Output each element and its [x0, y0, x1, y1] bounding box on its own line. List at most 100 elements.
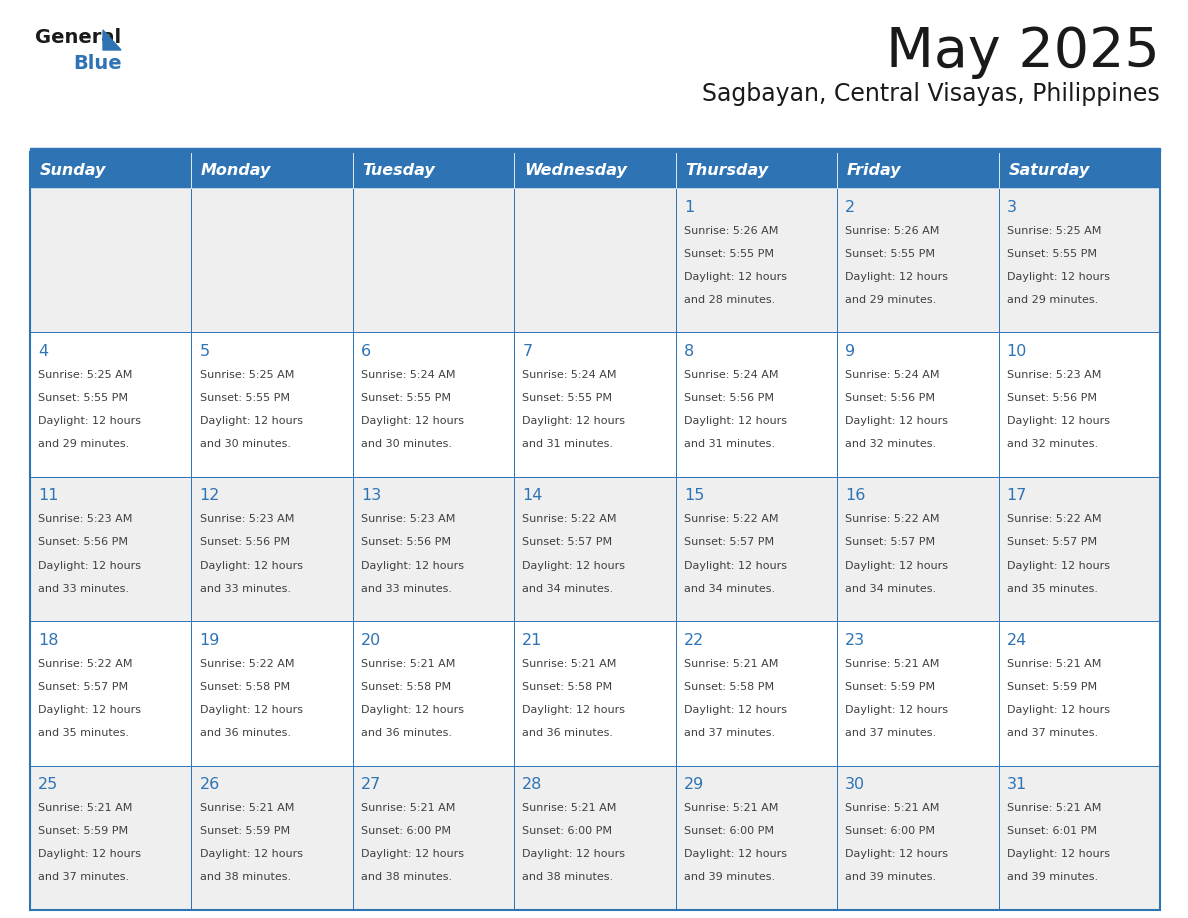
Text: Sunset: 5:55 PM: Sunset: 5:55 PM — [361, 393, 451, 403]
Text: and 39 minutes.: and 39 minutes. — [684, 872, 775, 882]
Text: Sunrise: 5:21 AM: Sunrise: 5:21 AM — [684, 659, 778, 668]
Text: Thursday: Thursday — [685, 162, 769, 177]
Bar — [30, 188, 191, 332]
Text: and 37 minutes.: and 37 minutes. — [38, 872, 129, 882]
Text: Sunrise: 5:21 AM: Sunrise: 5:21 AM — [1006, 659, 1101, 668]
Text: Daylight: 12 hours: Daylight: 12 hours — [1006, 561, 1110, 571]
Bar — [191, 332, 353, 476]
Text: Sunrise: 5:23 AM: Sunrise: 5:23 AM — [1006, 370, 1101, 380]
Text: and 38 minutes.: and 38 minutes. — [523, 872, 613, 882]
Text: and 34 minutes.: and 34 minutes. — [523, 584, 613, 594]
Text: May 2025: May 2025 — [886, 25, 1159, 79]
Text: and 36 minutes.: and 36 minutes. — [523, 728, 613, 738]
Text: Sunrise: 5:25 AM: Sunrise: 5:25 AM — [38, 370, 132, 380]
Text: Daylight: 12 hours: Daylight: 12 hours — [200, 561, 303, 571]
Text: Sunset: 5:56 PM: Sunset: 5:56 PM — [361, 537, 451, 547]
Text: and 37 minutes.: and 37 minutes. — [1006, 728, 1098, 738]
Text: Daylight: 12 hours: Daylight: 12 hours — [684, 416, 786, 426]
Text: Blue: Blue — [72, 54, 121, 73]
Bar — [838, 332, 999, 476]
Text: Sunrise: 5:21 AM: Sunrise: 5:21 AM — [361, 803, 455, 813]
Text: and 35 minutes.: and 35 minutes. — [1006, 584, 1098, 594]
Text: Daylight: 12 hours: Daylight: 12 hours — [38, 849, 141, 859]
Text: Friday: Friday — [847, 162, 902, 177]
Text: Sunset: 5:59 PM: Sunset: 5:59 PM — [845, 682, 935, 692]
Bar — [353, 476, 514, 621]
Bar — [514, 332, 676, 476]
Text: Sunset: 5:58 PM: Sunset: 5:58 PM — [523, 682, 613, 692]
Text: Daylight: 12 hours: Daylight: 12 hours — [684, 705, 786, 715]
Text: Sunset: 5:55 PM: Sunset: 5:55 PM — [845, 249, 935, 259]
Text: Sunset: 5:57 PM: Sunset: 5:57 PM — [523, 537, 613, 547]
Bar — [838, 766, 999, 910]
Text: Daylight: 12 hours: Daylight: 12 hours — [361, 416, 465, 426]
Text: and 32 minutes.: and 32 minutes. — [1006, 439, 1098, 449]
Text: Sunset: 6:01 PM: Sunset: 6:01 PM — [1006, 826, 1097, 836]
Text: Sunset: 6:00 PM: Sunset: 6:00 PM — [684, 826, 773, 836]
Text: 25: 25 — [38, 778, 58, 792]
Text: Monday: Monday — [201, 162, 272, 177]
Text: Sunset: 5:59 PM: Sunset: 5:59 PM — [200, 826, 290, 836]
Text: and 32 minutes.: and 32 minutes. — [845, 439, 936, 449]
Bar — [999, 332, 1159, 476]
Text: Daylight: 12 hours: Daylight: 12 hours — [1006, 849, 1110, 859]
Text: and 38 minutes.: and 38 minutes. — [200, 872, 291, 882]
Text: 8: 8 — [684, 344, 694, 359]
Bar — [353, 766, 514, 910]
Bar — [676, 332, 838, 476]
Text: Daylight: 12 hours: Daylight: 12 hours — [845, 705, 948, 715]
Text: and 34 minutes.: and 34 minutes. — [684, 584, 775, 594]
Text: Sunrise: 5:23 AM: Sunrise: 5:23 AM — [38, 514, 132, 524]
Text: Sunset: 5:59 PM: Sunset: 5:59 PM — [38, 826, 128, 836]
Text: 6: 6 — [361, 344, 371, 359]
Text: and 37 minutes.: and 37 minutes. — [684, 728, 775, 738]
Text: Sunrise: 5:21 AM: Sunrise: 5:21 AM — [684, 803, 778, 813]
Text: and 36 minutes.: and 36 minutes. — [361, 728, 451, 738]
Text: Sunset: 5:57 PM: Sunset: 5:57 PM — [845, 537, 935, 547]
Text: 15: 15 — [684, 488, 704, 503]
Text: 18: 18 — [38, 633, 58, 648]
Text: Sunrise: 5:21 AM: Sunrise: 5:21 AM — [38, 803, 132, 813]
Text: Sunset: 5:56 PM: Sunset: 5:56 PM — [1006, 393, 1097, 403]
Text: and 33 minutes.: and 33 minutes. — [361, 584, 451, 594]
Bar — [191, 152, 353, 188]
Bar — [514, 476, 676, 621]
Text: 21: 21 — [523, 633, 543, 648]
Text: and 28 minutes.: and 28 minutes. — [684, 295, 775, 305]
Bar — [676, 476, 838, 621]
Text: Sunrise: 5:21 AM: Sunrise: 5:21 AM — [1006, 803, 1101, 813]
Text: Sunset: 5:59 PM: Sunset: 5:59 PM — [1006, 682, 1097, 692]
Bar — [353, 332, 514, 476]
Text: and 34 minutes.: and 34 minutes. — [845, 584, 936, 594]
Text: Daylight: 12 hours: Daylight: 12 hours — [523, 705, 625, 715]
Text: Sunset: 5:55 PM: Sunset: 5:55 PM — [523, 393, 612, 403]
Text: Sunset: 5:55 PM: Sunset: 5:55 PM — [200, 393, 290, 403]
Text: Sunrise: 5:22 AM: Sunrise: 5:22 AM — [523, 514, 617, 524]
Text: 24: 24 — [1006, 633, 1026, 648]
Text: Daylight: 12 hours: Daylight: 12 hours — [523, 849, 625, 859]
Text: and 33 minutes.: and 33 minutes. — [200, 584, 291, 594]
Text: Sunrise: 5:24 AM: Sunrise: 5:24 AM — [361, 370, 455, 380]
Bar — [676, 188, 838, 332]
Bar — [676, 766, 838, 910]
Text: Daylight: 12 hours: Daylight: 12 hours — [684, 272, 786, 282]
Text: and 35 minutes.: and 35 minutes. — [38, 728, 129, 738]
Text: Sunset: 5:57 PM: Sunset: 5:57 PM — [684, 537, 773, 547]
Text: 31: 31 — [1006, 778, 1026, 792]
Text: 27: 27 — [361, 778, 381, 792]
Bar — [676, 621, 838, 766]
Text: 16: 16 — [845, 488, 866, 503]
Text: and 37 minutes.: and 37 minutes. — [845, 728, 936, 738]
Text: Tuesday: Tuesday — [362, 162, 435, 177]
Text: and 33 minutes.: and 33 minutes. — [38, 584, 129, 594]
Text: and 29 minutes.: and 29 minutes. — [1006, 295, 1098, 305]
Text: Sunrise: 5:22 AM: Sunrise: 5:22 AM — [845, 514, 940, 524]
Text: 26: 26 — [200, 778, 220, 792]
Bar — [191, 476, 353, 621]
Text: Sunrise: 5:22 AM: Sunrise: 5:22 AM — [38, 659, 133, 668]
Bar — [30, 332, 191, 476]
Bar — [30, 476, 191, 621]
Text: Daylight: 12 hours: Daylight: 12 hours — [1006, 705, 1110, 715]
Bar — [30, 152, 1159, 910]
Text: Sagbayan, Central Visayas, Philippines: Sagbayan, Central Visayas, Philippines — [702, 82, 1159, 106]
